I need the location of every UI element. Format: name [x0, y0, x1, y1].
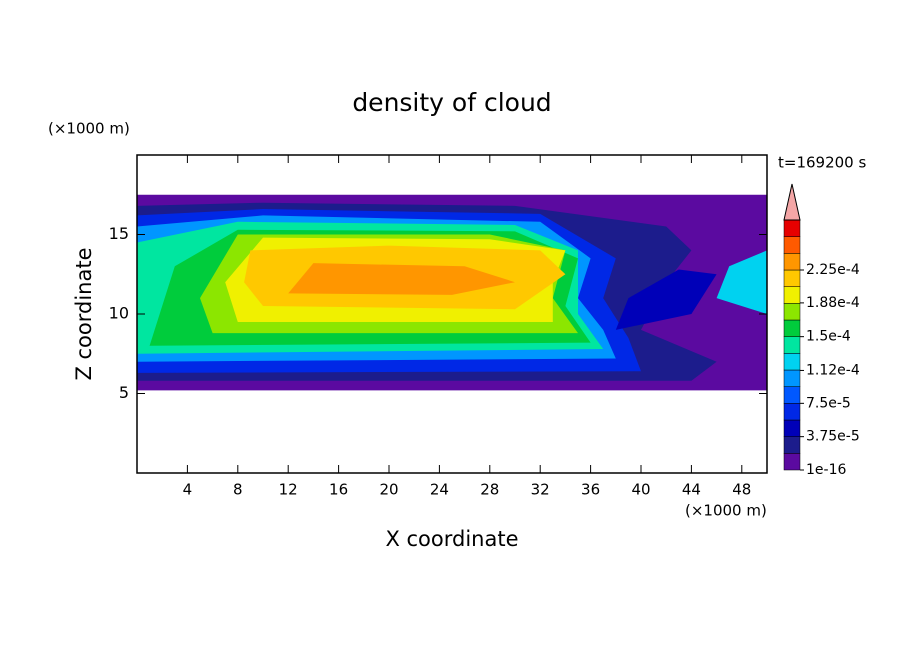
x-axis-label: X coordinate [385, 527, 518, 551]
x-tick-label: 32 [531, 481, 550, 499]
y-tick-label: 10 [109, 304, 129, 323]
colorbar-bin [783, 369, 801, 387]
colorbar-bin [783, 286, 801, 304]
colorbar-tick-label: 7.5e-5 [806, 395, 851, 411]
x-unit: (×1000 m) [685, 502, 767, 520]
colorbar-bin [783, 319, 801, 337]
contour-region [716, 250, 767, 314]
time-label: t=169200 s [778, 154, 866, 172]
x-tick-label: 20 [379, 481, 398, 499]
x-tick-label: 28 [480, 481, 499, 499]
colorbar-tick-label: 1.88e-4 [806, 295, 860, 311]
colorbar-bin [783, 269, 801, 287]
colorbar-bin [783, 386, 801, 404]
y-tick-label: 5 [119, 383, 129, 402]
x-tick-label: 24 [430, 481, 449, 499]
colorbar-bin [783, 236, 801, 254]
x-tick-label: 12 [279, 481, 298, 499]
contour-field [137, 194, 767, 391]
y-tick-label: 15 [109, 224, 129, 243]
x-tick-label: 36 [581, 481, 600, 499]
colorbar-tick-label: 1e-16 [806, 462, 846, 478]
x-tick-label: 40 [631, 481, 650, 499]
colorbar-tick-label: 2.25e-4 [806, 262, 860, 278]
x-tick-label: 48 [732, 481, 751, 499]
colorbar-tick-label: 1.12e-4 [806, 362, 860, 378]
colorbar-bin [783, 253, 801, 271]
y-unit: (×1000 m) [48, 120, 130, 138]
colorbar-bin [783, 436, 801, 454]
colorbar-bin [783, 403, 801, 421]
colorbar-bin [783, 303, 801, 321]
colorbar-bin [783, 219, 801, 237]
colorbar-bin [783, 353, 801, 371]
x-tick-label: 44 [682, 481, 701, 499]
x-tick-label: 8 [233, 481, 243, 499]
colorbar-extend [783, 183, 801, 221]
colorbar-bin [783, 453, 801, 471]
x-tick-label: 4 [183, 481, 193, 499]
contour-region [288, 263, 515, 295]
colorbar-bin [783, 336, 801, 354]
chart-title: density of cloud [352, 88, 551, 117]
colorbar-tick-label: 1.5e-4 [806, 329, 851, 345]
contour-region [615, 269, 717, 330]
x-tick-label: 16 [329, 481, 348, 499]
y-axis-label: Z coordinate [72, 247, 96, 380]
colorbar-tick-label: 3.75e-5 [806, 429, 860, 445]
colorbar-bin [783, 419, 801, 437]
